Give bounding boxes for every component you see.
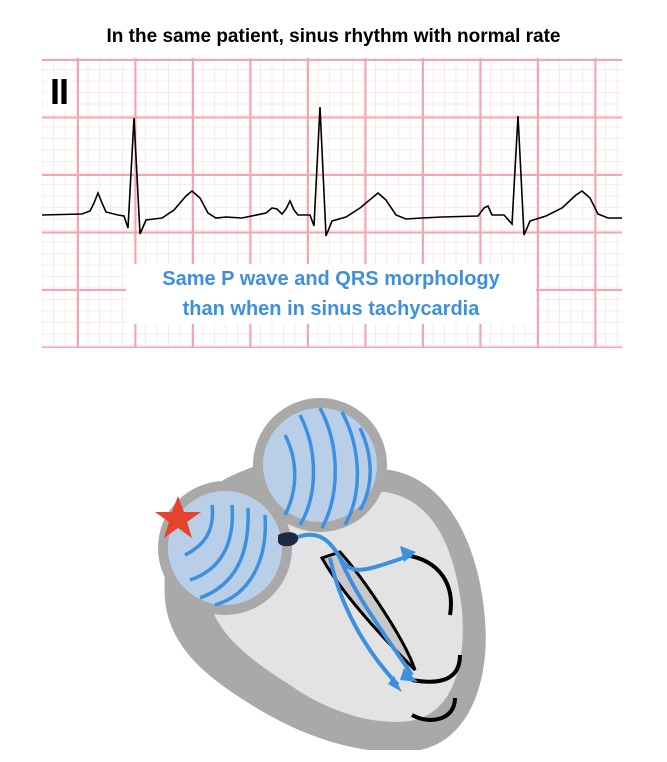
sa-node-star xyxy=(155,496,201,538)
figure-title: In the same patient, sinus rhythm with n… xyxy=(106,26,561,47)
caption-line-2: than when in sinus tachycardia xyxy=(182,298,480,320)
morphology-caption: Same P wave and QRS morphology than when… xyxy=(126,264,536,324)
left-atrium-wavefronts xyxy=(283,407,372,529)
av-node xyxy=(278,532,299,547)
ecg-trace xyxy=(42,106,622,237)
heart-diagram xyxy=(155,398,486,750)
conduction-arrowheads xyxy=(388,546,418,692)
lead-label: II xyxy=(48,71,71,112)
conduction-pathway xyxy=(297,532,414,687)
bundle-branches xyxy=(404,553,462,722)
left-atrium xyxy=(253,398,387,532)
caption-line-1: Same P wave and QRS morphology xyxy=(162,268,500,290)
right-atrium-wavefronts xyxy=(184,504,268,607)
